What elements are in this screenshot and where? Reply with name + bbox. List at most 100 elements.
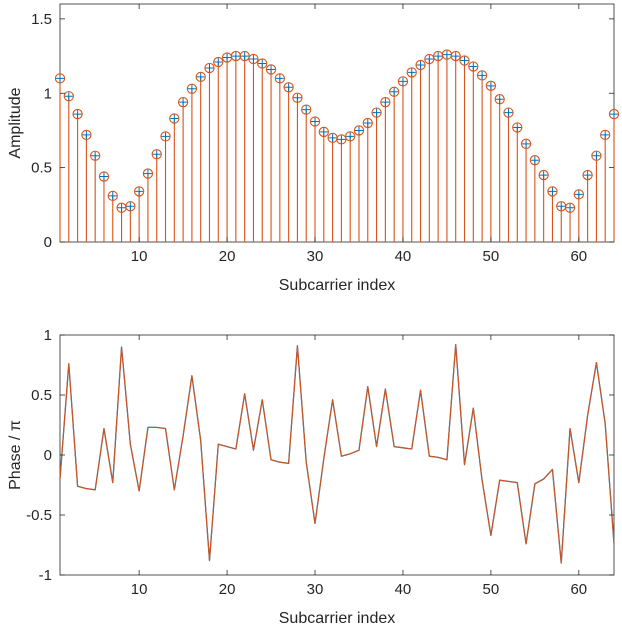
stem-marker-plus <box>407 68 416 77</box>
stem-marker-circle <box>591 150 602 161</box>
stem-marker-plus <box>319 127 328 136</box>
stem-marker-circle <box>151 149 162 160</box>
stem-marker-circle <box>90 150 101 161</box>
stem-marker-circle <box>608 108 620 120</box>
stem-marker-circle <box>415 59 426 71</box>
x-tick-label: 20 <box>219 248 236 265</box>
x-tick-label: 50 <box>483 581 500 598</box>
stem-marker-plus <box>161 132 170 141</box>
stem-marker-plus <box>56 74 64 83</box>
stem-marker-plus <box>196 72 205 81</box>
stem-marker-circle <box>485 80 497 91</box>
stem-marker-plus <box>302 105 311 114</box>
stem-marker-circle <box>213 56 224 68</box>
stem-marker-circle <box>380 97 391 108</box>
stem-marker-circle <box>547 186 558 197</box>
stem-marker-circle <box>195 71 206 83</box>
stem-marker-plus <box>372 108 381 117</box>
stem-marker-plus <box>205 63 214 72</box>
stem-marker-plus <box>486 81 495 90</box>
stem-marker-plus <box>311 117 320 126</box>
stem-marker-plus <box>363 119 372 127</box>
stem-marker-plus <box>258 59 267 68</box>
stem-marker-circle <box>72 108 83 120</box>
stem-marker-plus <box>240 52 249 61</box>
stem-marker-plus <box>108 191 117 200</box>
stem-marker-plus <box>170 114 179 123</box>
stem-marker-circle <box>362 117 373 129</box>
stem-marker-plus <box>117 203 126 212</box>
stem-marker-plus <box>425 55 434 64</box>
y-axis-label: Amplitude <box>7 87 24 158</box>
stem-marker-plus <box>495 95 504 104</box>
stem-marker-circle <box>512 122 523 133</box>
stem-marker-plus <box>328 133 337 142</box>
stem-marker-circle <box>520 138 532 149</box>
stem-marker-plus <box>354 126 363 135</box>
stem-marker-plus <box>73 110 82 119</box>
stem-marker-circle <box>186 83 198 94</box>
stem-marker-circle <box>459 55 470 66</box>
stem-marker-plus <box>513 123 522 132</box>
stem-marker-plus <box>478 71 487 80</box>
y-axis-label: Phase / π <box>7 420 24 490</box>
stem-marker-circle <box>81 129 92 141</box>
stem-marker-plus <box>601 130 610 139</box>
axes-box <box>59 334 615 576</box>
stem-marker-circle <box>309 116 321 127</box>
stem-marker-plus <box>557 202 566 211</box>
stem-marker-plus <box>434 52 443 61</box>
y-tick-label: -1 <box>39 567 52 584</box>
stem-marker-plus <box>548 187 557 196</box>
stem-marker-plus <box>99 172 108 181</box>
stem-marker-circle <box>63 91 74 102</box>
y-tick-label: 1.5 <box>31 11 52 28</box>
stem-marker-circle <box>177 97 189 108</box>
stem-marker-plus <box>82 130 91 139</box>
stem-marker-circle <box>389 86 400 97</box>
stem-marker-plus <box>504 108 513 117</box>
stem-marker-plus <box>249 55 258 64</box>
stem-marker-circle <box>353 125 365 136</box>
stem-marker-plus <box>592 151 601 160</box>
stem-marker-plus <box>275 74 284 83</box>
stem-marker-plus <box>583 171 592 180</box>
stem-marker-circle <box>292 92 303 103</box>
stem-marker-circle <box>107 190 118 202</box>
stem-marker-plus <box>416 60 425 69</box>
stem-marker-plus <box>293 93 302 102</box>
stem-marker-plus <box>451 52 460 61</box>
x-tick-label: 50 <box>483 248 500 265</box>
x-tick-label: 30 <box>307 248 324 265</box>
stem-marker-circle <box>406 67 417 78</box>
stem-marker-plus <box>91 151 100 160</box>
x-tick-label: 10 <box>131 581 148 598</box>
stem-marker-plus <box>469 62 478 71</box>
stem-marker-circle <box>468 61 479 72</box>
stem-marker-circle <box>169 113 180 124</box>
stem-marker-plus <box>179 98 188 107</box>
stem-marker-circle <box>301 104 312 115</box>
stem-marker-circle <box>54 73 66 84</box>
stem-marker-plus <box>460 56 469 65</box>
y-tick-label: 1 <box>44 327 52 344</box>
x-tick-label: 40 <box>395 581 412 598</box>
stem-marker-circle <box>476 70 488 81</box>
stem-marker-plus <box>566 203 575 212</box>
stem-marker-plus <box>390 87 399 96</box>
stem-marker-plus <box>442 50 451 59</box>
stem-marker-circle <box>318 126 329 138</box>
phase-plot: 10 20 30 40 50 60 -1 -0.5 0 0.5 1 Subcarrier index P… <box>7 327 615 626</box>
stem-marker-circle <box>98 171 110 182</box>
stem-marker-circle <box>283 82 294 93</box>
stem-marker-plus <box>337 135 346 144</box>
stem-marker-circle <box>503 107 514 118</box>
y-tick-label: 0.5 <box>31 160 52 177</box>
stem-marker-circle <box>397 76 409 87</box>
stem-marker-circle <box>538 169 549 181</box>
stem-marker-circle <box>142 168 154 179</box>
stem-marker-plus <box>574 190 583 199</box>
stem-marker-plus <box>539 171 548 180</box>
y-tick-label: 1 <box>44 85 52 102</box>
stem-marker-circle <box>257 58 268 69</box>
